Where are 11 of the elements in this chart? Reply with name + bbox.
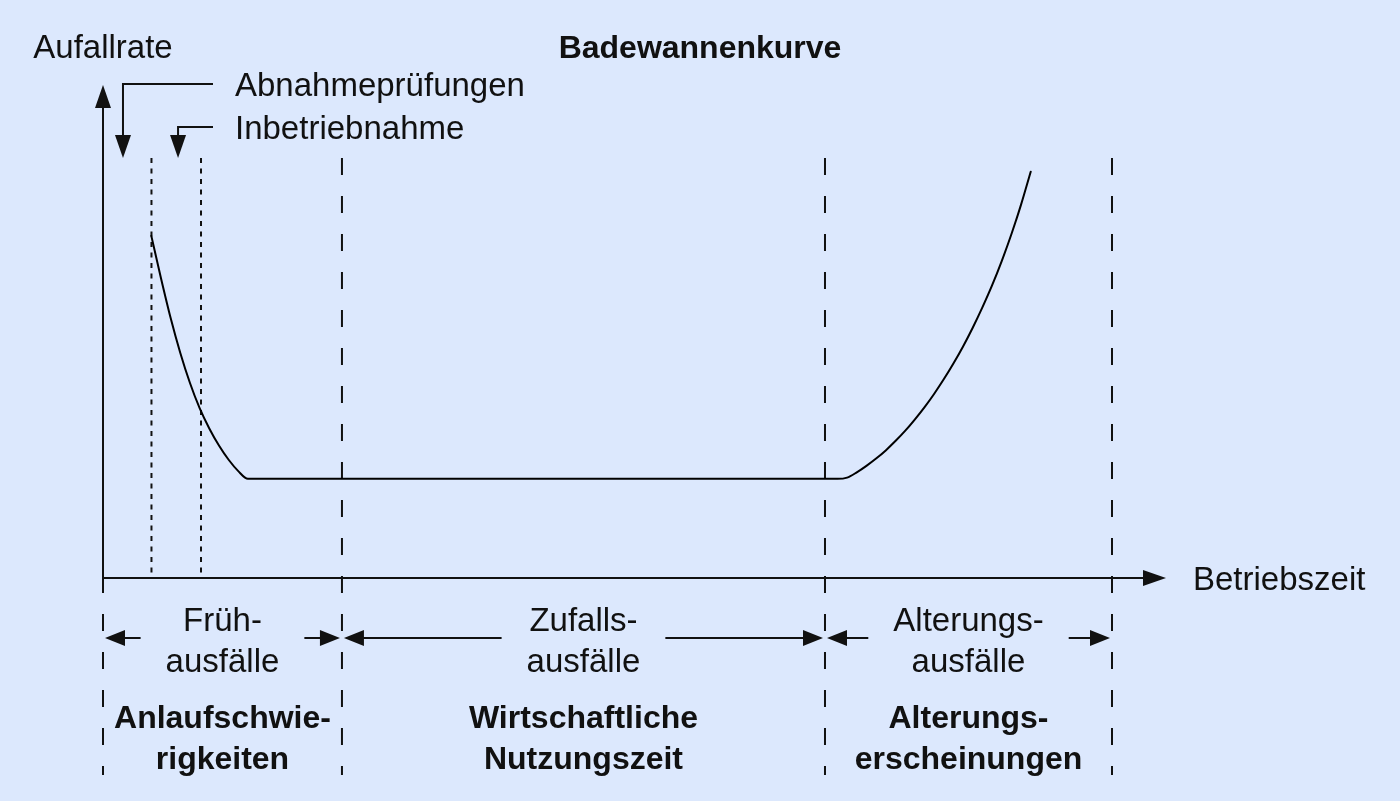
text: Zufalls- ausfälle — [526, 601, 641, 679]
chart-title: Badewannenkurve — [558, 29, 842, 65]
text: Inbetriebnahme — [235, 109, 465, 146]
text: Alterungs- erscheinungen — [854, 699, 1083, 776]
y-axis-title: Aufallrate — [33, 28, 173, 65]
text: Alterungs- ausfälle — [893, 601, 1044, 679]
text: Anlaufschwie- rigkeiten — [114, 699, 331, 776]
text: Früh- ausfälle — [165, 601, 280, 679]
text: Abnahmeprüfungen — [235, 66, 525, 103]
x-axis-title: Betriebszeit — [1193, 560, 1366, 597]
text: Wirtschaftliche Nutzungszeit — [468, 699, 699, 776]
